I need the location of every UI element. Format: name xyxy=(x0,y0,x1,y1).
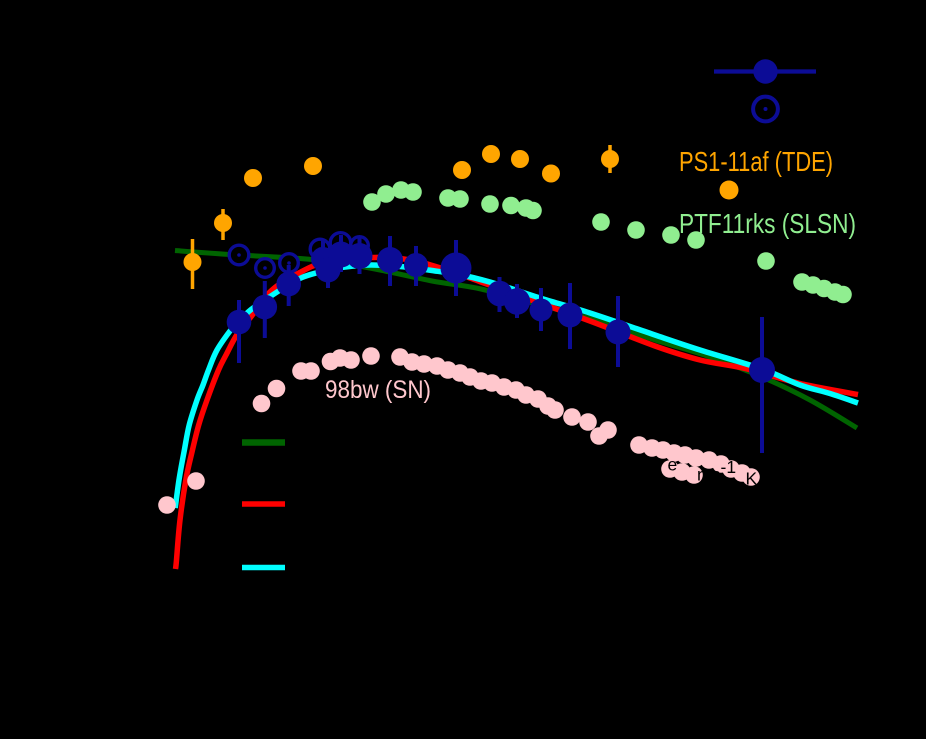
svg-text:,: , xyxy=(732,468,737,488)
svg-text:PTF11rks (SLSN): PTF11rks (SLSN) xyxy=(679,208,856,239)
svg-text:98bw (SN): 98bw (SN) xyxy=(325,376,431,404)
svg-text:PS1-11af (TDE): PS1-11af (TDE) xyxy=(679,146,833,177)
svg-text:K: K xyxy=(746,469,758,489)
svg-text:e: e xyxy=(668,455,678,475)
svg-text:-1: -1 xyxy=(721,457,737,477)
svg-text:n s: n s xyxy=(697,465,721,485)
